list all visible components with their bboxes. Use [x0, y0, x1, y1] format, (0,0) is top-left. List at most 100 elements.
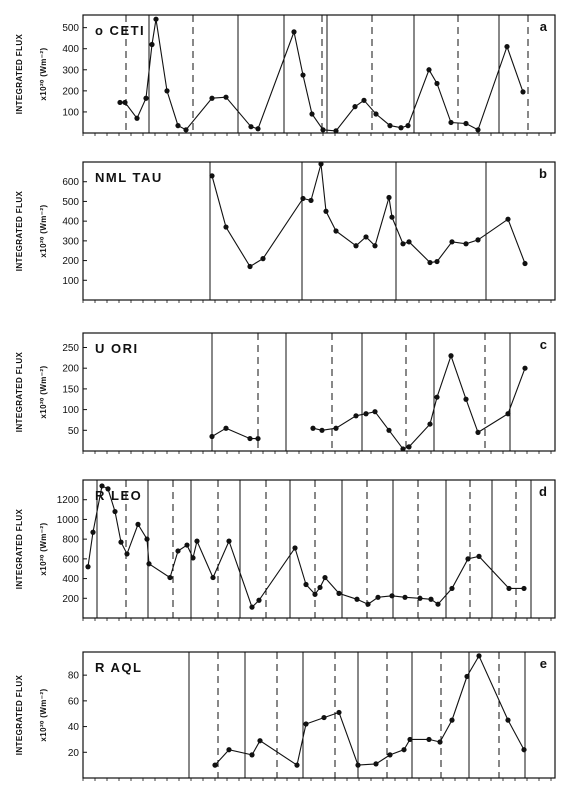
y-tick-label: 400 — [62, 44, 79, 55]
data-point — [427, 421, 433, 427]
data-point — [223, 425, 229, 431]
data-point — [389, 214, 395, 220]
data-point — [223, 224, 229, 230]
y-axis-unit: x10²⁰ (Wm⁻²) — [39, 688, 48, 741]
data-point — [303, 581, 309, 588]
data-point — [122, 99, 128, 106]
data-point — [312, 591, 318, 597]
y-tick-label: 500 — [62, 23, 79, 34]
data-point — [223, 94, 229, 100]
data-point — [361, 97, 367, 103]
y-axis-unit: x10²⁰ (Wm⁻²) — [39, 365, 48, 418]
data-point — [175, 123, 181, 129]
data-point — [407, 736, 413, 743]
data-point — [209, 95, 215, 101]
data-point — [99, 483, 105, 489]
data-point — [375, 594, 381, 600]
data-point — [449, 585, 455, 592]
data-point — [333, 425, 339, 431]
data-point — [323, 208, 329, 214]
data-point — [300, 195, 306, 202]
data-point — [167, 574, 173, 581]
data-point — [143, 95, 149, 101]
data-point — [352, 104, 358, 110]
data-point — [406, 444, 412, 450]
data-point — [427, 259, 433, 266]
data-point — [135, 521, 141, 527]
data-point — [402, 594, 408, 600]
data-point — [465, 556, 471, 562]
data-point — [363, 234, 369, 240]
data-point — [428, 596, 434, 602]
data-point — [247, 435, 253, 442]
data-point — [521, 747, 527, 753]
y-tick-label: 400 — [62, 574, 79, 585]
y-axis-label: INTEGRATED FLUX — [15, 508, 24, 589]
series-line — [312, 354, 526, 450]
y-axis-label: INTEGRATED FLUX — [15, 351, 24, 432]
panel-frame — [82, 14, 556, 134]
data-point — [372, 409, 378, 415]
series-line — [211, 163, 526, 268]
y-tick-label: 300 — [62, 65, 79, 76]
data-point — [336, 709, 342, 716]
panel-letter: a — [540, 19, 548, 34]
data-point — [333, 128, 339, 134]
y-tick-label: 200 — [62, 86, 79, 97]
data-point — [318, 161, 324, 167]
data-point — [309, 111, 315, 117]
star-name-label: R AQL — [95, 660, 142, 675]
data-point — [294, 762, 300, 768]
y-tick-label: 200 — [62, 594, 79, 605]
data-point — [426, 736, 432, 743]
data-point — [322, 574, 328, 581]
panel-letter: e — [540, 656, 547, 671]
data-point — [248, 124, 254, 130]
y-tick-label: 300 — [62, 236, 79, 247]
panel-frame — [82, 332, 556, 452]
data-point — [505, 216, 511, 222]
data-point — [209, 433, 215, 440]
panel-frame — [82, 651, 556, 779]
data-point — [363, 411, 369, 417]
data-point — [365, 601, 371, 607]
data-point — [134, 115, 140, 121]
data-point — [308, 197, 314, 204]
data-point — [190, 555, 196, 561]
data-point — [255, 126, 261, 132]
data-point — [522, 260, 528, 267]
data-point — [85, 564, 91, 570]
data-point — [400, 446, 406, 452]
data-point — [320, 127, 326, 133]
y-tick-label: 100 — [62, 107, 79, 118]
data-point — [90, 529, 96, 535]
y-tick-label: 1000 — [57, 515, 80, 526]
data-point — [124, 551, 130, 557]
y-tick-label: 80 — [68, 671, 80, 682]
panel-frame — [82, 161, 556, 301]
data-point — [417, 595, 423, 601]
y-tick-label: 150 — [62, 384, 79, 395]
data-point — [386, 194, 392, 201]
y-axis-label: INTEGRATED FLUX — [15, 190, 24, 271]
data-point — [475, 429, 481, 435]
data-point — [333, 228, 339, 234]
data-point — [260, 256, 266, 262]
data-point — [449, 717, 455, 723]
data-point — [434, 258, 440, 265]
star-name-label: o CETI — [95, 23, 145, 38]
data-point — [354, 596, 360, 602]
data-point — [321, 714, 327, 721]
y-axis-unit: x10²⁰ (Wm⁻²) — [39, 47, 48, 100]
chart-panel-c: 50 100 150 200 250 INTEGRATED FLUX x10²⁰ (Wm⁻²… — [15, 332, 556, 454]
data-point — [355, 762, 361, 768]
data-point — [437, 739, 443, 745]
star-name-label: U ORI — [95, 341, 139, 356]
data-point — [256, 597, 262, 603]
data-point — [475, 237, 481, 243]
data-point — [175, 548, 181, 554]
data-point — [464, 673, 470, 680]
data-point — [387, 752, 393, 758]
data-point — [212, 762, 218, 768]
